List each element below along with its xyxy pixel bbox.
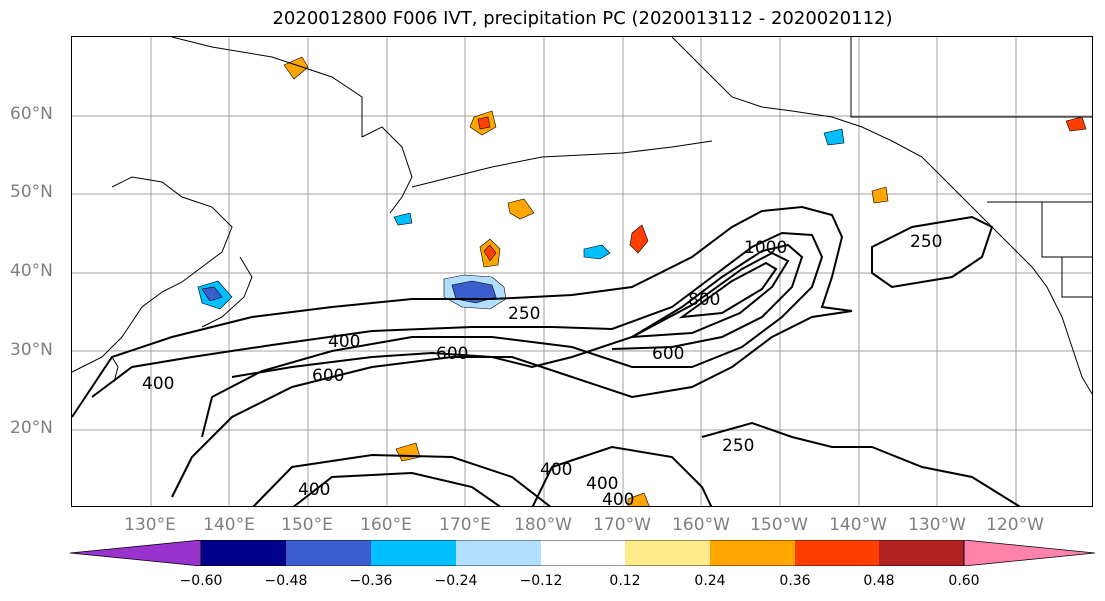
lat-label-20n: 20°N bbox=[10, 418, 53, 438]
coastline-asia bbox=[72, 176, 233, 373]
contour-label: 600 bbox=[312, 366, 344, 386]
precip-blob-negative-east bbox=[583, 244, 611, 260]
map-canvas: 250 250 250 400 400 400 400 400 400 600 … bbox=[72, 37, 1092, 507]
lat-label-40n: 40°N bbox=[10, 261, 53, 281]
lon-label-140e: 140°E bbox=[203, 515, 255, 535]
precip-blob-negative-kuril bbox=[393, 212, 413, 226]
ivt-contour-400-south bbox=[292, 471, 501, 506]
ivt-contour-250-southeast bbox=[701, 421, 1021, 506]
ivt-contour-250-south bbox=[252, 453, 552, 506]
contour-label: 250 bbox=[508, 304, 540, 324]
colorbar-tick: 0.60 bbox=[948, 573, 980, 589]
contour-label: 400 bbox=[586, 474, 618, 494]
colorbar-tick: 0.24 bbox=[694, 573, 726, 589]
colorbar-tick: −0.36 bbox=[349, 573, 393, 589]
precip-blob-positive-d bbox=[507, 198, 535, 220]
lon-label-150w: 150°W bbox=[750, 515, 808, 535]
ivt-contour-250-ne bbox=[871, 215, 994, 289]
colorbar-tick: 0.36 bbox=[779, 573, 811, 589]
coastline-aleutians bbox=[411, 140, 713, 188]
ivt-contour-800 bbox=[631, 251, 790, 338]
contour-label: 250 bbox=[910, 232, 942, 252]
contour-label: 1000 bbox=[744, 238, 787, 258]
colorbar-tick: 0.48 bbox=[863, 573, 895, 589]
ivt-contour-400 bbox=[91, 231, 824, 438]
contour-label: 600 bbox=[652, 344, 684, 364]
colorbar-bin bbox=[201, 540, 286, 566]
coastlines bbox=[72, 37, 1092, 395]
colorbar-extend-high bbox=[963, 540, 1095, 566]
lat-label-30n: 30°N bbox=[10, 340, 53, 360]
map-panel: 250 250 250 400 400 400 400 400 400 600 … bbox=[71, 36, 1093, 507]
colorbar-bin bbox=[879, 540, 964, 566]
precip-blob-negative-alaska bbox=[823, 128, 845, 146]
coastline-siberia bbox=[171, 37, 363, 137]
contour-label: 800 bbox=[688, 290, 720, 310]
contour-label: 400 bbox=[602, 490, 634, 507]
lon-label-120w: 120°W bbox=[986, 515, 1044, 535]
contour-label: 400 bbox=[540, 460, 572, 480]
graticule bbox=[72, 37, 1092, 506]
precip-blob-negative-japan-core bbox=[201, 286, 223, 302]
ivt-contour-250-outer bbox=[72, 205, 853, 498]
coastline-japan bbox=[201, 256, 253, 328]
coastline-alaska bbox=[671, 37, 973, 208]
colorbar-tick: −0.24 bbox=[434, 573, 478, 589]
ivt-contour-600 bbox=[231, 243, 804, 378]
lon-label-170e: 170°E bbox=[439, 515, 491, 535]
precip-blob-positive-b-core bbox=[477, 116, 491, 130]
coastline-taiwan bbox=[111, 356, 119, 383]
ivt-contours bbox=[72, 205, 1021, 506]
lon-label-160e: 160°E bbox=[360, 515, 412, 535]
colorbar-bin bbox=[456, 540, 541, 566]
ivt-contour-1000 bbox=[678, 261, 778, 319]
lon-label-170w: 170°W bbox=[593, 515, 651, 535]
colorbar-bin bbox=[625, 540, 710, 566]
colorbar-bin bbox=[541, 540, 625, 566]
precip-blob-positive-c bbox=[629, 224, 649, 254]
coastline-north-america bbox=[971, 206, 1092, 395]
ivt-contour-400-southeast bbox=[531, 445, 713, 506]
colorbar-bin bbox=[710, 540, 795, 566]
lat-label-50n: 50°N bbox=[10, 182, 53, 202]
colorbar-tick: 0.12 bbox=[609, 573, 641, 589]
colorbar-bin bbox=[371, 540, 456, 566]
precip-blob-positive-southeast bbox=[627, 492, 650, 506]
precip-blob-positive-a-core bbox=[483, 244, 497, 262]
lon-label-180w: 180°W bbox=[514, 515, 572, 535]
colorbar-tick: −0.12 bbox=[519, 573, 563, 589]
lon-label-140w: 140°W bbox=[829, 515, 887, 535]
contour-label: 400 bbox=[328, 332, 360, 352]
lon-label-160w: 160°W bbox=[672, 515, 730, 535]
coastline-kamchatka bbox=[361, 126, 413, 214]
lon-label-130e: 130°E bbox=[124, 515, 176, 535]
lon-label-150e: 150°E bbox=[281, 515, 333, 535]
contour-label: 400 bbox=[298, 480, 330, 500]
colorbar-tick: −0.48 bbox=[264, 573, 308, 589]
colorbar bbox=[70, 540, 1095, 566]
contour-label: 250 bbox=[722, 436, 754, 456]
precip-blob-positive-goa bbox=[871, 186, 889, 204]
precip-blob-positive-ne bbox=[1065, 116, 1087, 132]
colorbar-extend-low bbox=[70, 540, 202, 566]
precip-blob-positive-south bbox=[395, 442, 421, 462]
colorbar-frame bbox=[200, 540, 965, 566]
border-us-states bbox=[1041, 202, 1092, 258]
lon-label-130w: 130°W bbox=[908, 515, 966, 535]
contour-label: 400 bbox=[142, 374, 174, 394]
precip-pc-fill bbox=[197, 56, 1087, 506]
colorbar-bin bbox=[286, 540, 371, 566]
contour-label: 600 bbox=[436, 344, 468, 364]
map-title: 2020012800 F006 IVT, precipitation PC (2… bbox=[272, 8, 893, 29]
contour-labels: 250 250 250 400 400 400 400 400 400 600 … bbox=[142, 232, 942, 507]
colorbar-bin bbox=[795, 540, 879, 566]
border-canada-us-1 bbox=[850, 37, 1092, 118]
lat-label-60n: 60°N bbox=[10, 104, 53, 124]
colorbar-tick: −0.60 bbox=[179, 573, 223, 589]
border-us-states-2 bbox=[1061, 257, 1092, 298]
